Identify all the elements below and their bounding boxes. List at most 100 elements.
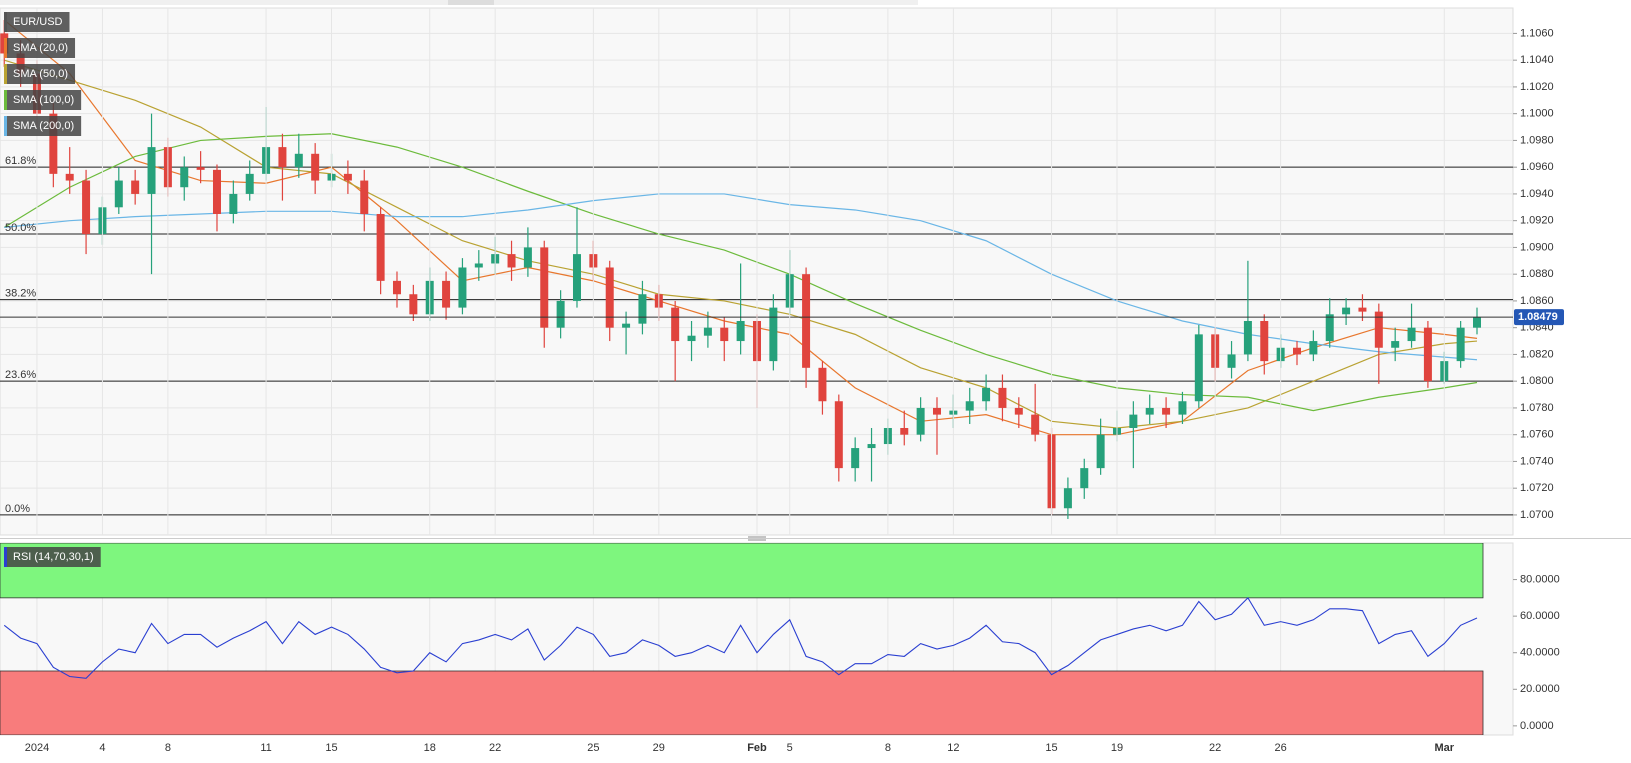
candle-body <box>360 180 369 214</box>
x-tick-label: 4 <box>99 742 105 754</box>
x-tick-label: 8 <box>885 742 891 754</box>
candle-body <box>1456 327 1465 362</box>
fib-label: 38.2% <box>5 287 36 299</box>
candle-body <box>311 153 320 181</box>
legend-label: EUR/USD <box>13 16 63 28</box>
legend-swatch <box>4 547 7 567</box>
candle-body <box>1031 414 1040 435</box>
x-tick-label: Mar <box>1434 742 1454 754</box>
legend-label: SMA (100,0) <box>13 94 74 106</box>
last-price-label: 1.08479 <box>1518 311 1558 323</box>
candle-body <box>1080 468 1089 489</box>
candle-body <box>196 167 205 170</box>
candle-body <box>1194 334 1203 402</box>
candle-body <box>736 320 745 342</box>
candle-body <box>1014 407 1023 415</box>
y-tick-label: 1.0940 <box>1520 188 1554 200</box>
x-tick-label: Feb <box>747 742 767 754</box>
candle-body <box>605 267 614 328</box>
candle-body <box>802 274 811 368</box>
candle-body <box>392 280 401 295</box>
y-tick-label: 1.0980 <box>1520 134 1554 146</box>
x-tick-label: 8 <box>165 742 171 754</box>
candle-body <box>294 153 303 168</box>
candle-body <box>212 169 221 214</box>
candle-body <box>1243 320 1252 355</box>
x-tick-label: 15 <box>325 742 337 754</box>
candle-body <box>1227 354 1236 368</box>
candle-body <box>147 147 156 194</box>
x-tick-label: 25 <box>587 742 599 754</box>
legend-swatch <box>4 38 7 58</box>
candle-body <box>1292 347 1301 355</box>
y-tick-label: 1.0720 <box>1520 482 1554 494</box>
candle-body <box>572 254 581 301</box>
candle-body <box>720 327 729 342</box>
legend-box[interactable] <box>4 38 76 58</box>
y-tick-label: 1.0740 <box>1520 455 1554 467</box>
candle-body <box>507 254 516 268</box>
candle-body <box>1309 341 1318 355</box>
candle-body <box>376 213 385 281</box>
legend-box[interactable] <box>4 12 70 32</box>
candle-body <box>1129 414 1138 428</box>
y-tick-label: 20.0000 <box>1520 683 1560 695</box>
candle-body <box>49 113 58 174</box>
legend-box[interactable] <box>4 547 101 567</box>
legend-label: RSI (14,70,30,1) <box>13 551 94 563</box>
y-tick-label: 1.0760 <box>1520 429 1554 441</box>
candle-body <box>638 294 647 324</box>
legend-swatch <box>4 12 7 32</box>
y-tick-label: 1.1060 <box>1520 27 1554 39</box>
resize-handle[interactable] <box>748 536 766 541</box>
x-tick-label: 19 <box>1111 742 1123 754</box>
oversold-band <box>0 670 1484 735</box>
candle-body <box>16 53 25 74</box>
candle-body <box>851 448 860 469</box>
candle-body <box>556 300 565 328</box>
candle-body <box>1391 341 1400 348</box>
legend-swatch <box>4 116 7 136</box>
y-tick-label: 1.1020 <box>1520 81 1554 93</box>
legend-box[interactable] <box>4 116 82 136</box>
candle-body <box>82 180 91 235</box>
fib-label: 23.6% <box>5 369 36 381</box>
x-tick-label: 22 <box>1209 742 1221 754</box>
candle-body <box>245 173 254 194</box>
legend-swatch <box>4 64 7 84</box>
x-tick-label: 15 <box>1045 742 1057 754</box>
toolbar-tab[interactable] <box>448 0 494 5</box>
x-tick-label: 2024 <box>25 742 49 754</box>
candle-body <box>1145 407 1154 415</box>
candle-body <box>114 180 123 208</box>
candle-body <box>474 263 483 268</box>
candle-body <box>867 444 876 449</box>
candle-body <box>1325 314 1334 342</box>
candle-body <box>523 247 532 268</box>
y-tick-label: 80.0000 <box>1520 573 1560 585</box>
legend-swatch <box>4 90 7 110</box>
candle-body <box>1472 316 1481 328</box>
candle-body <box>1423 327 1432 382</box>
rsi-marks <box>0 543 1484 735</box>
candle-body <box>1178 401 1187 415</box>
candle-body <box>131 180 140 194</box>
legend-box[interactable] <box>4 90 82 110</box>
candle-body <box>998 387 1007 408</box>
candle-body <box>540 247 549 328</box>
fib-label: 0.0% <box>5 503 30 515</box>
candle-body <box>703 327 712 336</box>
legend-box[interactable] <box>4 64 76 84</box>
fib-label: 50.0% <box>5 222 36 234</box>
x-tick-label: 12 <box>947 742 959 754</box>
candle-body <box>229 193 238 214</box>
candle-body <box>1374 311 1383 348</box>
candle-body <box>1260 320 1269 362</box>
y-tick-label: 1.1000 <box>1520 108 1554 120</box>
y-tick-label: 1.0880 <box>1520 268 1554 280</box>
candle-body <box>409 294 418 315</box>
x-tick-label: 5 <box>787 742 793 754</box>
legend-label: SMA (20,0) <box>13 42 68 54</box>
y-tick-label: 1.0960 <box>1520 161 1554 173</box>
